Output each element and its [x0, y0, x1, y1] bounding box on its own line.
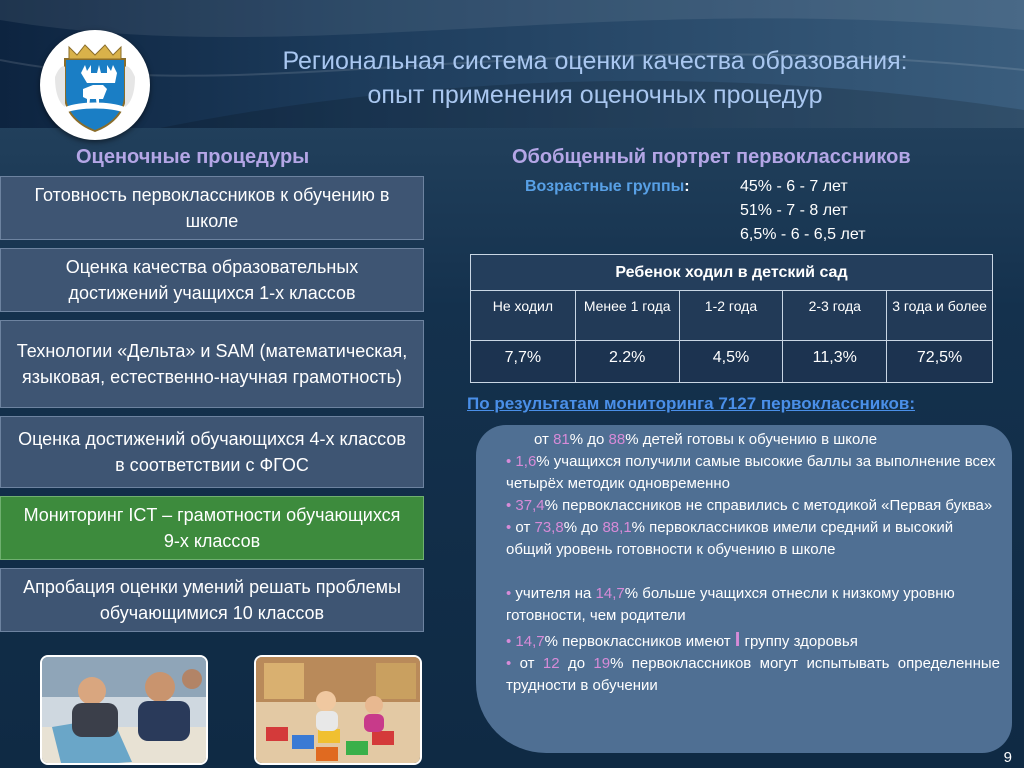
bullet-icon: •: [506, 497, 512, 514]
result-item-7: • от 12 до 19% первоклассников могут исп…: [506, 653, 1000, 697]
result-item-6: • 14,7% первоклассников имеют I группу з…: [506, 629, 1000, 653]
students-photo: [40, 655, 208, 765]
right-heading: Обобщенный портрет первоклассников: [512, 146, 911, 168]
table-header-cell: 1-2 года: [678, 290, 784, 341]
result-item-4: • от 73,8% до 88,1% первоклассников имел…: [506, 517, 1000, 561]
result-highlight: 88,1: [602, 519, 632, 536]
result-text: группу здоровья: [740, 633, 858, 650]
procedure-item-3: Технологии «Дельта» и SAM (математическа…: [0, 320, 424, 408]
page-number: 9: [1003, 749, 1012, 766]
procedure-item-6: Апробация оценки умений решать проблемы …: [0, 568, 424, 632]
result-text: % до: [563, 519, 603, 536]
table-header-cell: Менее 1 года: [574, 290, 680, 341]
result-item-1: от 81% до 88% детей готовы к обучению в …: [506, 429, 1000, 451]
table-row: Не ходил Менее 1 года 1-2 года 2-3 года …: [470, 290, 993, 341]
emblem-icon: [40, 30, 150, 140]
result-highlight: 37,4: [511, 497, 545, 514]
table-header-cell: 2-3 года: [782, 290, 888, 341]
result-text: % детей готовы к обучению в школе: [625, 431, 878, 448]
procedure-item-2: Оценка качества образовательных достижен…: [0, 248, 424, 312]
left-heading: Оценочные процедуры: [76, 146, 310, 168]
result-highlight: 73,8: [534, 519, 564, 536]
result-text: от: [534, 431, 554, 448]
result-item-3: • 37,4% первоклассников не справились с …: [506, 495, 1000, 517]
kindergarten-table: Ребенок ходил в детский сад Не ходил Мен…: [470, 254, 993, 383]
table-value-cell: 72,5%: [886, 340, 993, 383]
procedure-item-5: Мониторинг ICT – грамотности обучающихся…: [0, 496, 424, 560]
age-groups-label: Возрастные группы:: [525, 178, 690, 196]
result-highlight: 14,7: [511, 633, 545, 650]
result-item-2: • 1,6% учащихся получили самые высокие б…: [506, 451, 1000, 495]
result-text: от: [511, 519, 535, 536]
bullet-icon: •: [506, 633, 512, 650]
header-band: [0, 0, 1024, 128]
age-groups-label-text: Возрастные группы: [525, 178, 685, 195]
result-text: % больше учащихся отнесли к низкому уров…: [506, 585, 955, 624]
result-text: % учащихся получили самые высокие баллы …: [506, 453, 996, 492]
title-line-1: Региональная система оценки качества обр…: [282, 47, 908, 75]
monitoring-title: По результатам мониторинга 7127 первокла…: [467, 394, 915, 413]
procedure-item-4: Оценка достижений обучающихся 4-х классо…: [0, 416, 424, 488]
result-highlight: 88: [608, 431, 626, 448]
result-highlight: 14,7: [595, 585, 625, 602]
age-groups-colon: :: [684, 178, 690, 195]
result-highlight: 12: [542, 655, 560, 672]
result-text: % первоклассников имели средний и высоки…: [506, 519, 954, 558]
title-line-2: опыт применения оценочных процедур: [367, 81, 823, 109]
result-text: % первоклассников имеют: [544, 633, 735, 650]
result-item-5: • учителя на 14,7% больше учащихся отнес…: [506, 583, 1000, 627]
results-panel: от 81% до 88% детей готовы к обучению в …: [476, 425, 1012, 753]
table-header-cell: Не ходил: [470, 290, 576, 341]
result-text: % до: [569, 431, 609, 448]
result-highlight: 81: [553, 431, 570, 448]
age-group-1: 45% - 6 - 7 лет: [740, 178, 848, 195]
slide-title: Региональная система оценки качества обр…: [180, 44, 1010, 112]
bullet-icon: •: [506, 519, 512, 536]
result-highlight: 19: [593, 655, 611, 672]
bullet-icon: •: [506, 655, 512, 672]
table-value-cell: 2.2%: [574, 340, 680, 383]
result-text: % первоклассников могут испытывать опред…: [506, 655, 1001, 694]
table-header-cell: 3 года и более: [886, 290, 993, 341]
table-value-cell: 11,3%: [782, 340, 888, 383]
table-value-cell: 7,7%: [470, 340, 576, 383]
table-value-cell: 4,5%: [678, 340, 784, 383]
result-highlight: I: [734, 629, 741, 651]
header-swoosh-decoration: [0, 0, 1024, 128]
bullet-icon: •: [506, 453, 512, 470]
result-text: до: [559, 655, 594, 672]
procedure-item-1: Готовность первоклассников к обучению в …: [0, 176, 424, 240]
kindergarten-table-title: Ребенок ходил в детский сад: [470, 254, 993, 291]
result-text: учителя на: [511, 585, 596, 602]
result-highlight: 1,6: [511, 453, 537, 470]
result-text: % первоклассников не справились с методи…: [544, 497, 993, 514]
age-group-2: 51% - 7 - 8 лет: [740, 202, 848, 219]
table-row: 7,7% 2.2% 4,5% 11,3% 72,5%: [470, 340, 993, 383]
bullet-icon: •: [506, 585, 512, 602]
kindergarten-photo: [254, 655, 422, 765]
age-group-3: 6,5% - 6 - 6,5 лет: [740, 226, 866, 243]
result-text: от: [511, 655, 543, 672]
